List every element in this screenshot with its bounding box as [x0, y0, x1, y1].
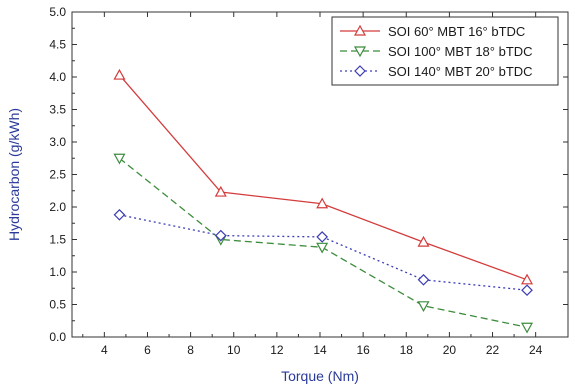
legend-entry: SOI 140° MBT 20° bTDC — [340, 64, 533, 79]
x-tick-label: 8 — [187, 343, 194, 357]
y-tick-label: 0.5 — [49, 298, 66, 312]
y-axis-title: Hydrocarbon (g/kWh) — [6, 108, 22, 241]
y-tick-label: 3.0 — [49, 135, 66, 149]
data-point — [521, 273, 534, 285]
data-point — [316, 197, 329, 209]
x-tick-label: 6 — [144, 343, 151, 357]
data-point — [214, 229, 227, 242]
y-tick-label: 4.0 — [49, 70, 66, 84]
x-tick-label: 10 — [227, 343, 241, 357]
legend: SOI 60° MBT 16° bTDC SOI 100° MBT 18° bTD… — [331, 16, 559, 86]
y-tick-label: 1.0 — [49, 265, 66, 279]
legend-box — [331, 16, 559, 86]
data-point — [521, 322, 534, 334]
axes: 0.0 0.5 1.0 1.5 2.0 2.5 3.0 3.5 4.0 4.5 5.0 4 6 8 10 12… — [49, 5, 569, 357]
y-tick-label: 2.5 — [49, 168, 66, 182]
x-tick-label: 14 — [313, 343, 327, 357]
x-tick-label: 4 — [101, 343, 108, 357]
data-point — [113, 208, 126, 221]
x-axis-title: Torque (Nm) — [281, 368, 359, 384]
x-tick-label: 20 — [443, 343, 457, 357]
data-point — [417, 235, 430, 247]
legend-entry: SOI 100° MBT 18° bTDC — [340, 44, 533, 59]
data-point — [417, 301, 430, 313]
data-point — [113, 68, 126, 80]
y-tick-label: 2.0 — [49, 200, 66, 214]
series-line — [119, 214, 528, 291]
y-tick-label: 5.0 — [49, 5, 66, 19]
x-tick-label: 18 — [400, 343, 414, 357]
x-tick-label: 16 — [356, 343, 370, 357]
data-point — [113, 153, 126, 165]
y-tick-label: 1.5 — [49, 233, 66, 247]
x-tick-label: 24 — [529, 343, 543, 357]
legend-marker — [353, 46, 367, 58]
data-point — [316, 242, 329, 254]
series-2 — [113, 153, 534, 334]
series-1 — [113, 68, 534, 285]
legend-label: SOI 100° MBT 18° bTDC — [388, 44, 533, 59]
y-tick-label: 4.5 — [49, 38, 66, 52]
legend-entry: SOI 60° MBT 16° bTDC — [340, 24, 525, 39]
legend-marker — [353, 24, 367, 36]
data-point — [316, 231, 329, 243]
data-point — [417, 273, 430, 286]
series-3 — [113, 208, 533, 297]
legend-label: SOI 140° MBT 20° bTDC — [388, 64, 533, 79]
data-point — [521, 284, 533, 297]
x-tick-label: 22 — [486, 343, 500, 357]
legend-marker — [354, 65, 366, 77]
series-group — [113, 68, 534, 334]
x-tick-label: 12 — [270, 343, 284, 357]
y-tick-label: 3.5 — [49, 103, 66, 117]
data-point — [214, 185, 227, 197]
y-tick-label: 0.0 — [49, 330, 66, 344]
legend-label: SOI 60° MBT 16° bTDC — [388, 24, 525, 39]
